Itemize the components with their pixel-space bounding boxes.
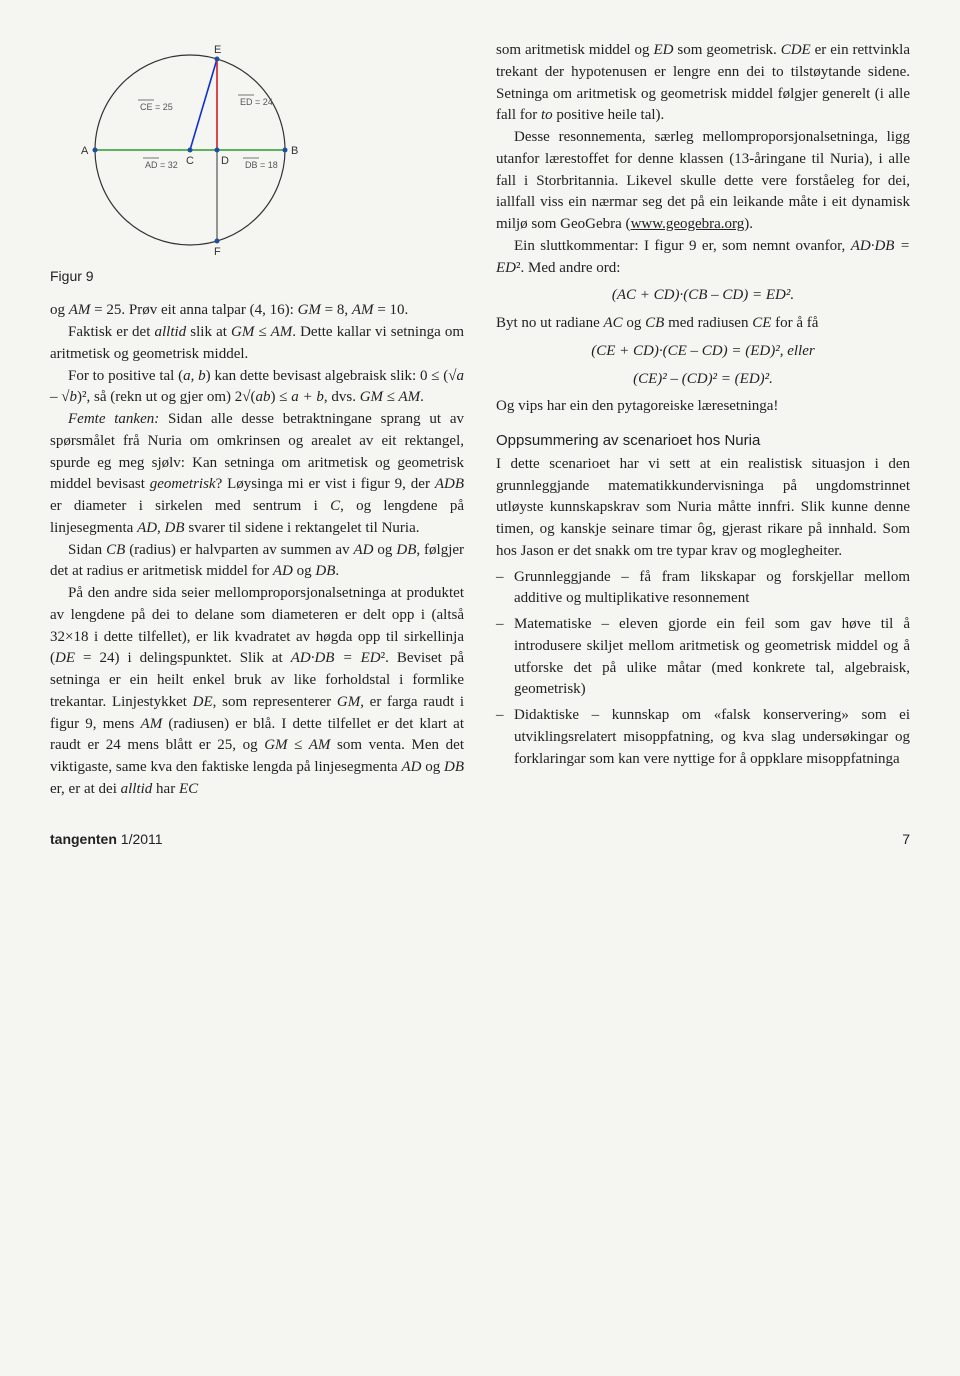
svg-text:CE = 25: CE = 25 <box>140 102 173 112</box>
figure-9: A B C D E F CE = 25 ED = 24 AD = 32 DB = 18 Figur… <box>50 40 464 286</box>
equation-2a: (CE + CD)·(CE – CD) = (ED)², eller <box>496 341 910 363</box>
journal-name: tangenten <box>50 831 117 847</box>
para-r1: som aritmetisk middel og ED som geometri… <box>496 40 910 127</box>
svg-text:E: E <box>214 44 221 56</box>
svg-text:DB = 18: DB = 18 <box>245 160 278 170</box>
para-r4: Byt no ut radiane AC og CB med radiusen … <box>496 313 910 335</box>
svg-text:D: D <box>221 155 229 167</box>
para-l3: For to positive tal (a, b) kan dette bev… <box>50 366 464 410</box>
svg-text:F: F <box>214 246 221 258</box>
para-r5: Og vips har ein den pytagoreiske læreset… <box>496 396 910 418</box>
para-r2: Desse resonnementa, særleg mellompropors… <box>496 127 910 236</box>
summary-list: Grunnleggjande – få fram likskapar og fo… <box>496 567 910 771</box>
right-column: som aritmetisk middel og ED som geometri… <box>496 40 910 801</box>
page-number: 7 <box>902 829 910 849</box>
para-l4: Femte tanken: Sidan alle desse betraktni… <box>50 409 464 540</box>
issue-number: 1/2011 <box>121 831 163 847</box>
svg-text:B: B <box>291 145 298 157</box>
svg-text:C: C <box>186 155 194 167</box>
equation-1: (AC + CD)·(CB – CD) = ED². <box>496 285 910 307</box>
list-item: Didaktiske – kunnskap om «falsk konserve… <box>514 705 910 770</box>
para-l1: og AM = 25. Prøv eit anna talpar (4, 16)… <box>50 300 464 322</box>
para-l6: På den andre sida seier mellomproporsjon… <box>50 583 464 801</box>
page-columns: A B C D E F CE = 25 ED = 24 AD = 32 DB = 18 Figur… <box>50 40 910 801</box>
page-footer: tangenten 1/2011 7 <box>50 829 910 849</box>
section-heading: Oppsummering av scenarioet hos Nuria <box>496 430 910 452</box>
svg-text:ED = 24: ED = 24 <box>240 97 273 107</box>
list-item: Grunnleggjande – få fram likskapar og fo… <box>514 567 910 611</box>
circle-diagram: A B C D E F CE = 25 ED = 24 AD = 32 DB = 18 <box>50 40 330 260</box>
figure-caption: Figur 9 <box>50 266 464 286</box>
para-l2: Faktisk er det alltid slik at GM ≤ AM. D… <box>50 322 464 366</box>
equation-2b: (CE)² – (CD)² = (ED)². <box>496 369 910 391</box>
para-r3: Ein sluttkommentar: I figur 9 er, som ne… <box>496 236 910 280</box>
para-r6: I dette scenarioet har vi sett at ein re… <box>496 454 910 563</box>
list-item: Matematiske – eleven gjorde ein feil som… <box>514 614 910 701</box>
svg-text:AD = 32: AD = 32 <box>145 160 178 170</box>
svg-text:A: A <box>81 145 89 157</box>
left-column: A B C D E F CE = 25 ED = 24 AD = 32 DB = 18 Figur… <box>50 40 464 801</box>
footer-left: tangenten 1/2011 <box>50 829 163 849</box>
para-l5: Sidan CB (radius) er halvparten av summe… <box>50 540 464 584</box>
geogebra-link[interactable]: www.geogebra.org <box>631 216 745 232</box>
